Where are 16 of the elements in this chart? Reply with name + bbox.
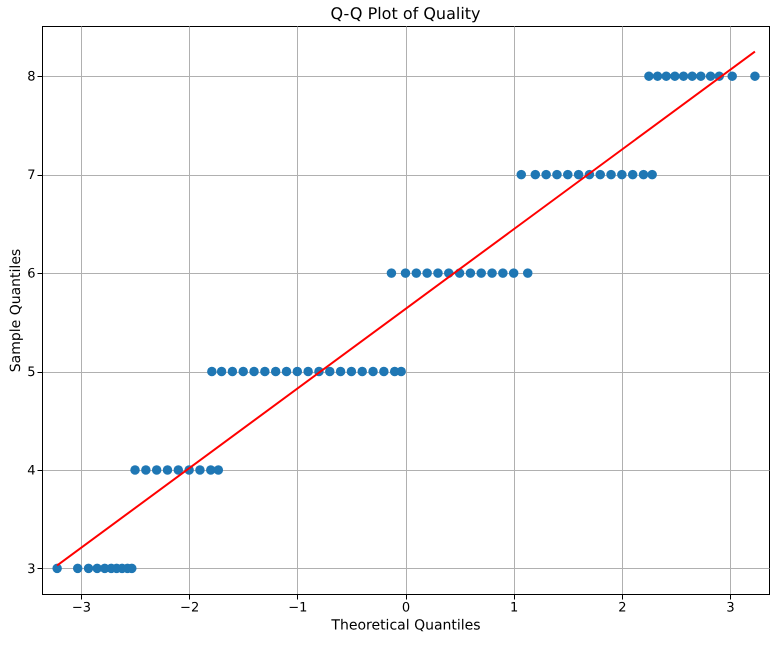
x-tick-label: 0 [402,600,410,616]
y-tick-label: 7 [27,168,36,184]
x-tick-label: −1 [288,600,308,616]
x-tick-label: −3 [72,600,92,616]
y-tick-label: 8 [27,70,36,85]
y-tick-label: 3 [27,562,36,577]
chart-title: Q-Q Plot of Quality [330,4,480,23]
x-tick-label: 2 [618,600,627,616]
x-tick-label: 3 [726,600,735,616]
x-tick-label: 1 [510,600,518,616]
x-axis-title: Theoretical Quantiles [330,618,481,634]
y-tick-label: 4 [27,463,36,478]
y-axis-title: Sample Quantiles [8,248,24,372]
y-tick-label: 6 [27,266,36,282]
y-tick-label: 5 [27,365,36,380]
x-tick-label: −2 [180,600,200,616]
